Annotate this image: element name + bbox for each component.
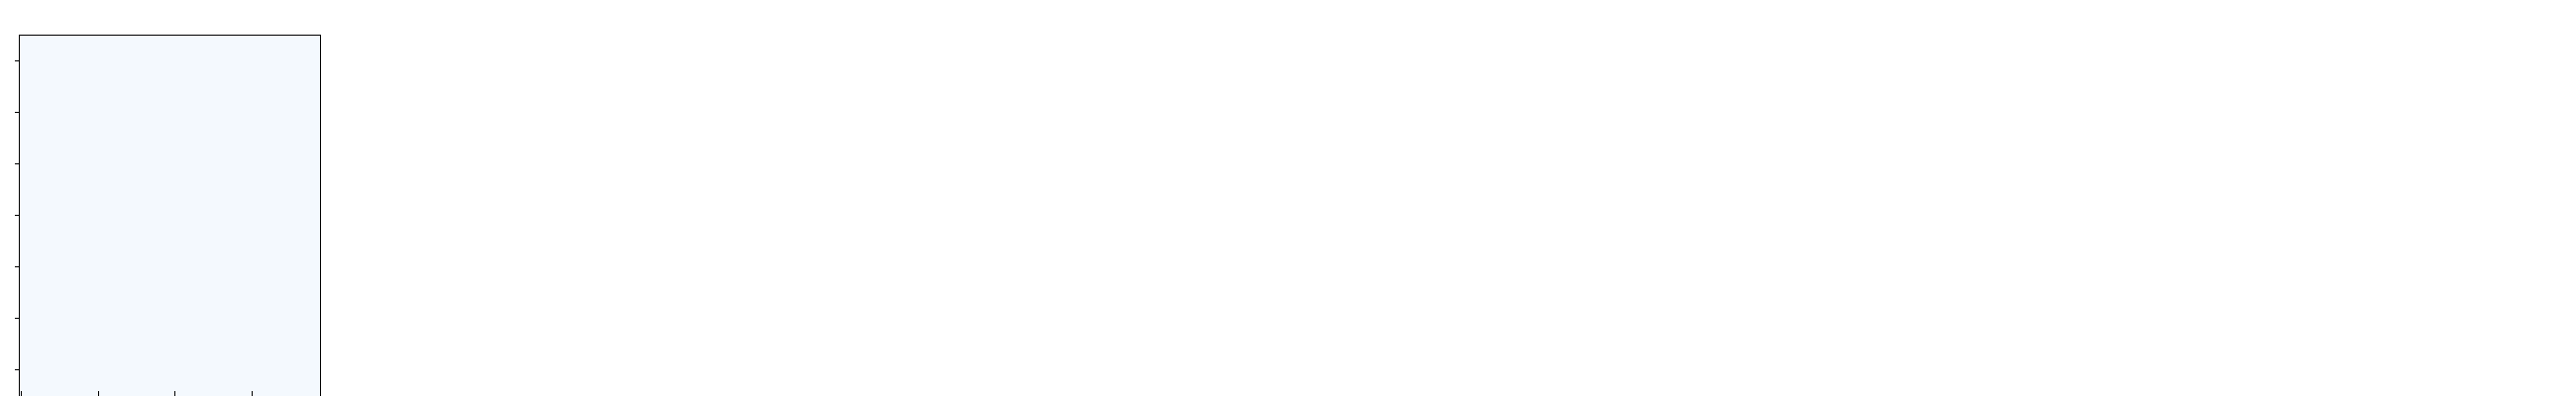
density-histogram-0 [20, 36, 320, 396]
plot-panel-0 [14, 0, 321, 396]
axes-box-0 [19, 35, 321, 396]
